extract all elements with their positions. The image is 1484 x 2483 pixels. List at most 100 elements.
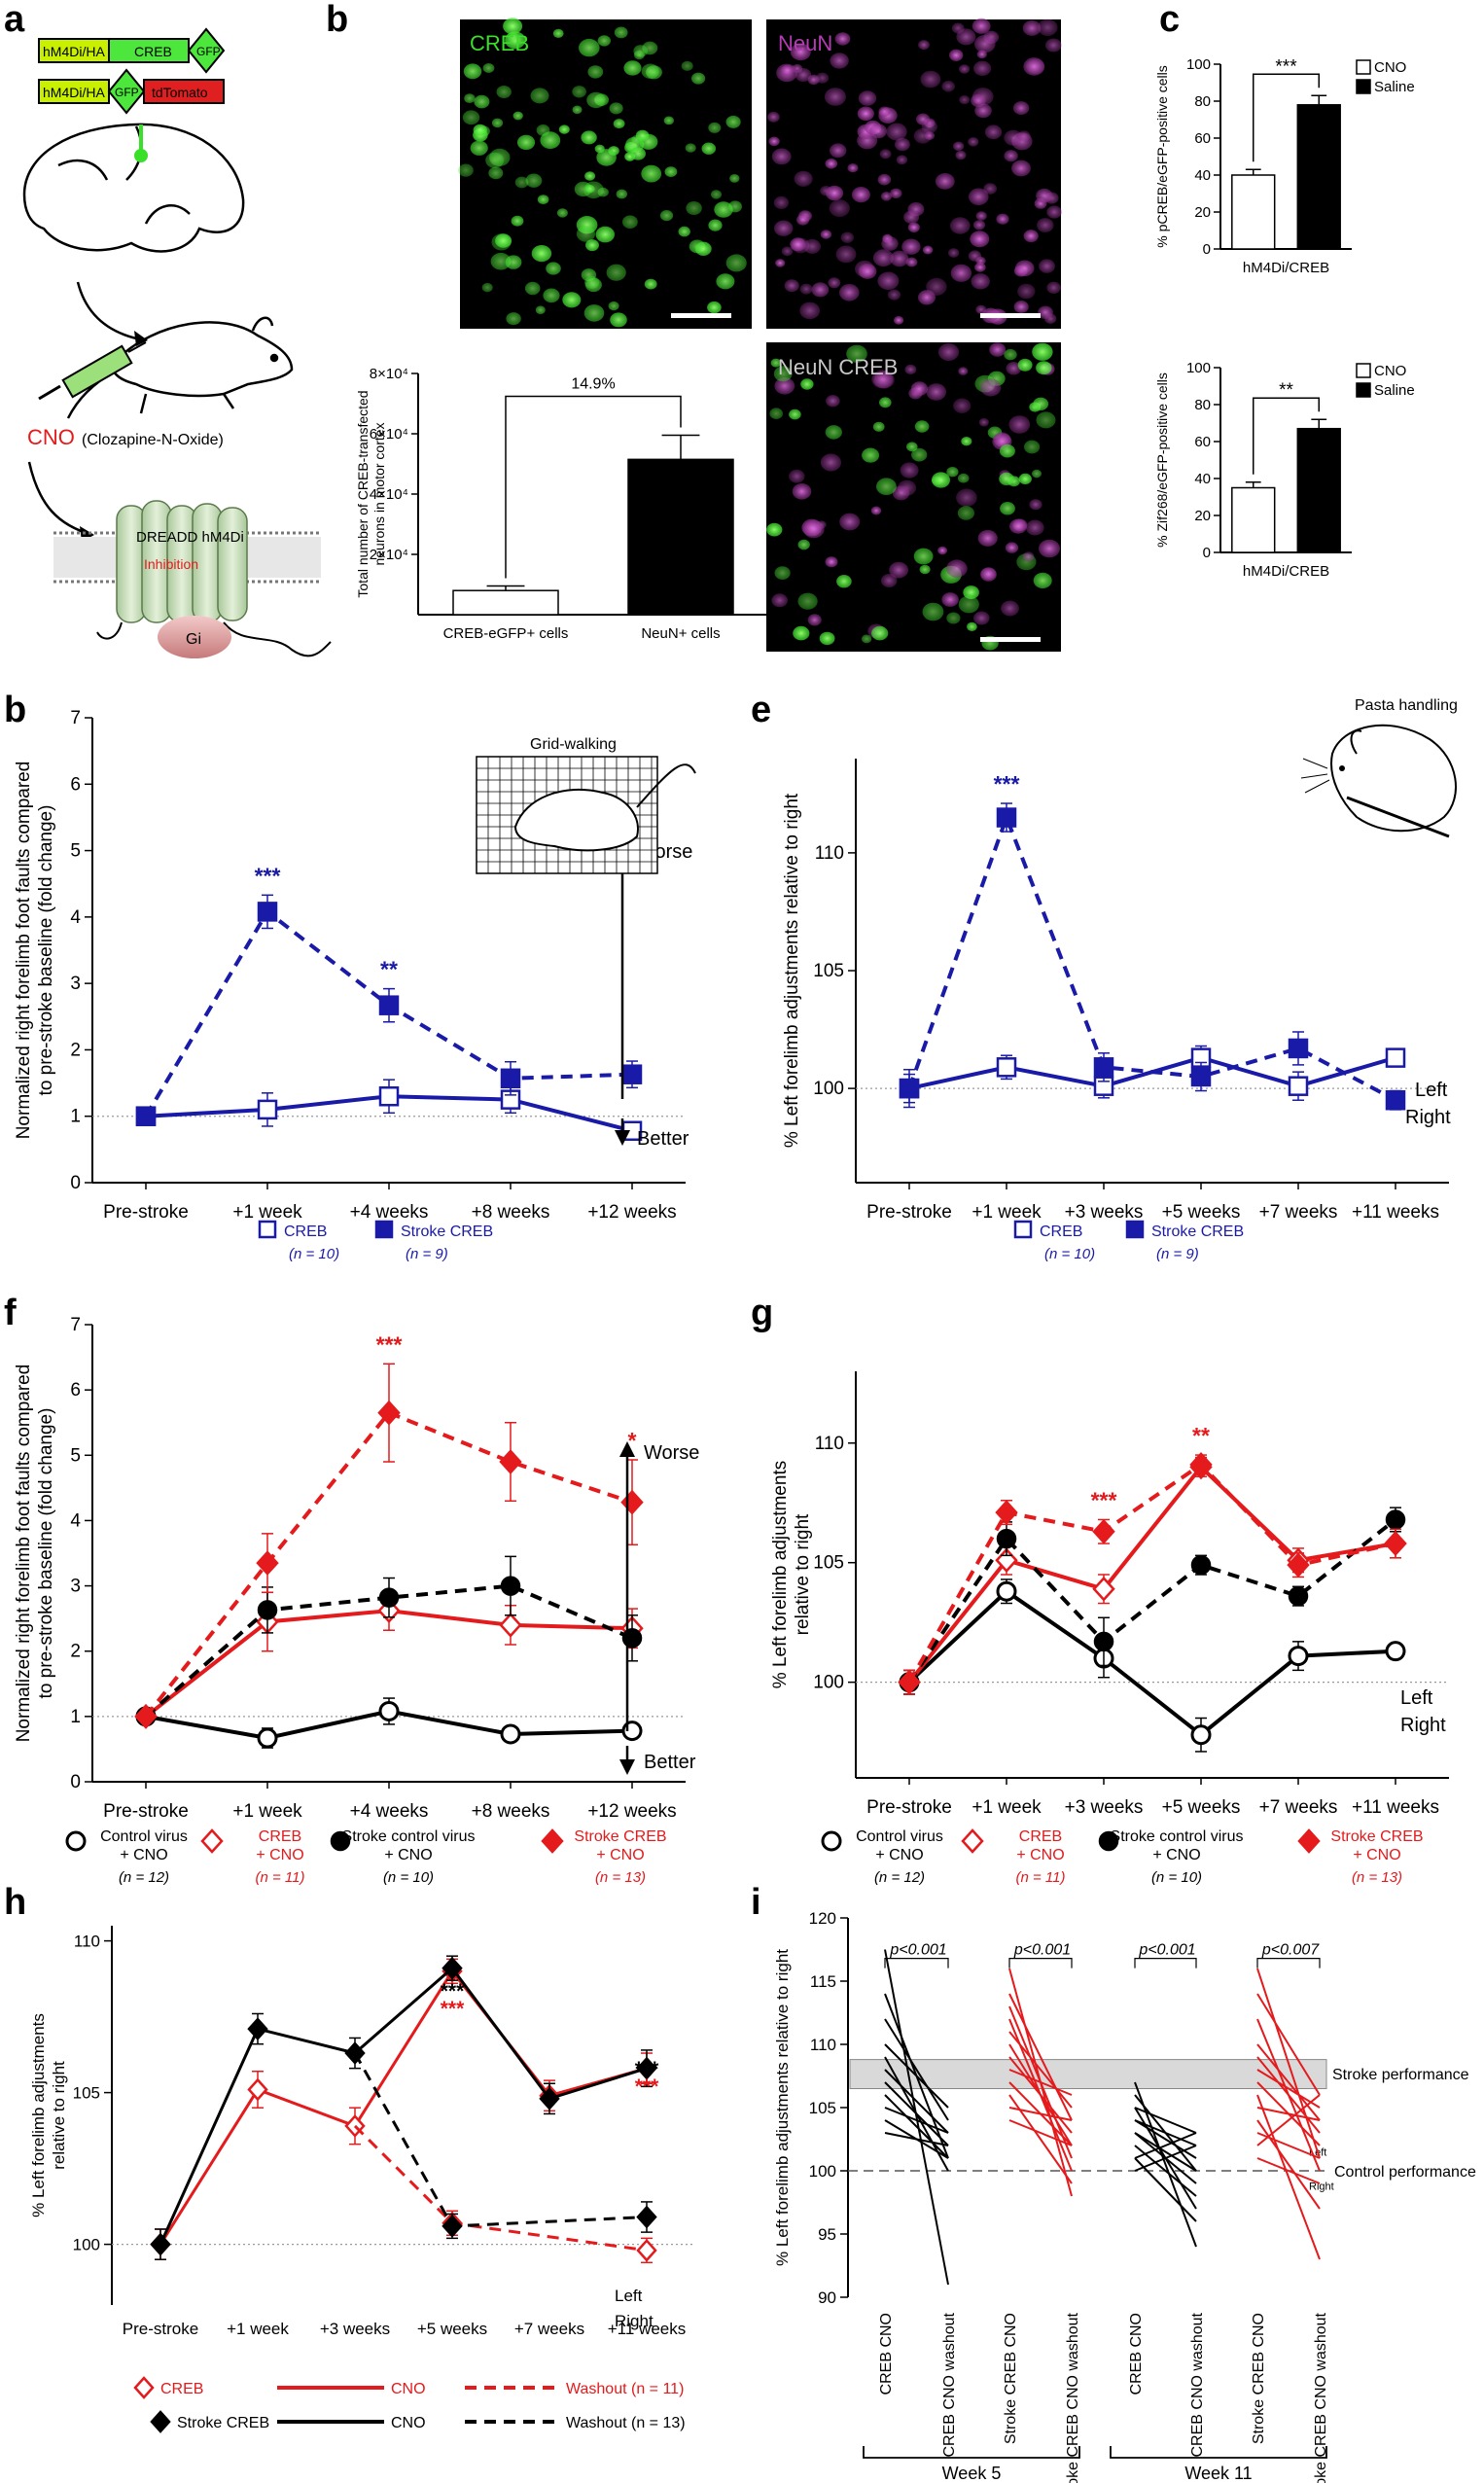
cell-dot (488, 166, 504, 180)
cell-dot (880, 192, 893, 201)
y-tick-label: 7 (70, 708, 81, 728)
gi-label: Gi (186, 631, 201, 648)
construct-1-box-2: CREB (134, 44, 172, 59)
panel-a-schematic: hM4Di/HA CREB GFP hM4Di/HA GFP tdTomato (22, 27, 332, 658)
marker (257, 1600, 278, 1620)
series-0 (135, 1697, 643, 1749)
cell-dot (926, 277, 947, 296)
cell-dot (1004, 150, 1018, 162)
cell-dot (595, 226, 615, 243)
cell-dot (608, 301, 619, 311)
cell-dot (768, 136, 780, 147)
legend-label: CNO (1374, 59, 1406, 76)
cell-dot (587, 65, 604, 79)
chart-f-line: 0 1 2 3 4 5 6 7 Pre-stroke +1 week +4 weeks +8 week… (14, 1315, 699, 1886)
y-tick-label: 105 (809, 2099, 836, 2117)
construct-1-box-1: hM4Di/HA (43, 44, 105, 59)
cell-dot (969, 188, 989, 206)
cell-dot (918, 40, 930, 51)
cell-dot (977, 529, 998, 547)
significance-bracket (1253, 73, 1320, 162)
cell-dot (983, 183, 998, 195)
cell-dot (857, 106, 874, 122)
cell-dot (953, 398, 972, 413)
y-tick-label: 6 (70, 1380, 81, 1401)
cell-dot (879, 397, 892, 408)
x-tick-label: CREB CNO washout (941, 2312, 958, 2457)
cell-dot (836, 575, 852, 588)
cell-dot (707, 301, 722, 314)
marker (65, 1830, 87, 1852)
legend-n: (n = 12) (874, 1869, 925, 1886)
cell-dot (968, 250, 982, 262)
micrograph-creb-label: CREB (470, 31, 529, 55)
x-tick-label: +7 weeks (1259, 1202, 1338, 1223)
cell-dot (610, 312, 627, 328)
marker (257, 1099, 278, 1120)
cell-dot (481, 282, 493, 293)
cell-dot (644, 278, 657, 290)
cell-dot (512, 111, 523, 121)
legend-label: Saline (1374, 382, 1415, 399)
cell-dot (616, 189, 627, 199)
cell-dot (955, 150, 967, 160)
legend-label: CREB (160, 2381, 203, 2397)
subject-line (884, 2069, 949, 2134)
y-axis-label: % Left forelimb adjustments relative to r… (770, 1461, 813, 1688)
cell-dot (622, 215, 638, 229)
marker (378, 1700, 400, 1721)
marker (1092, 1518, 1115, 1544)
subject-line (1134, 2132, 1197, 2159)
cell-dot (586, 91, 606, 109)
cell-dot (799, 283, 813, 295)
x-tick-label: +12 weeks (587, 1202, 676, 1223)
cell-dot (851, 187, 870, 203)
significance-stars: ** (1192, 1423, 1210, 1448)
y-tick-label: 115 (810, 1972, 836, 1991)
cell-dot (949, 49, 964, 61)
control-performance-label: Control performance (1334, 2164, 1476, 2181)
y-axis-label: Normalized right forelimb foot faults co… (14, 762, 56, 1140)
better-label: Better (637, 1128, 689, 1150)
x-tick-label: Pre-stroke (123, 2320, 198, 2338)
mouse-drawing (66, 316, 294, 419)
x-tick-label: Stroke CREB CNO washout (1065, 2312, 1081, 2483)
cell-dot (803, 519, 825, 539)
cell-dot (514, 176, 529, 189)
cell-dot (562, 292, 582, 308)
y-tick-label: 0 (1203, 241, 1211, 258)
legend-label: Control virus + CNO (100, 1828, 188, 1863)
marker (636, 2056, 657, 2080)
cell-dot (847, 163, 859, 173)
cell-dot (819, 631, 835, 646)
cell-dot (968, 137, 979, 147)
legend-label: CNO (1374, 363, 1406, 379)
legend-n: (n = 10) (289, 1246, 339, 1262)
cell-dot (1032, 342, 1053, 361)
cell-dot (546, 262, 561, 275)
cell-dot (531, 245, 552, 263)
y-tick-label: 1 (70, 1107, 81, 1127)
cell-dot (584, 171, 596, 181)
construct-1: hM4Di/HA CREB GFP (38, 27, 226, 74)
cell-dot (829, 199, 850, 218)
x-tick-label: +12 weeks (587, 1801, 676, 1822)
pvalue-bracket (884, 1958, 949, 1969)
cell-dot (490, 252, 512, 270)
y-tick-label: 120 (809, 1909, 836, 1928)
cell-dot (911, 447, 928, 462)
cell-dot (870, 506, 882, 515)
x-tick-label: Stroke CREB CNO (1003, 2313, 1019, 2444)
cell-dot (789, 469, 805, 483)
cell-dot (525, 173, 543, 188)
week-bracket (1110, 2446, 1327, 2459)
legend-label: Stroke CREB (177, 2415, 269, 2431)
cell-dot (530, 88, 549, 104)
y-tick-label: 2 (70, 1040, 81, 1060)
cell-dot (766, 522, 783, 537)
x-tick-label: +8 weeks (472, 1801, 550, 1822)
cell-dot (974, 103, 992, 119)
x-tick-label: Pre-stroke (103, 1801, 189, 1822)
y-tick-label: 4 (70, 1510, 81, 1531)
cell-dot (606, 264, 626, 281)
